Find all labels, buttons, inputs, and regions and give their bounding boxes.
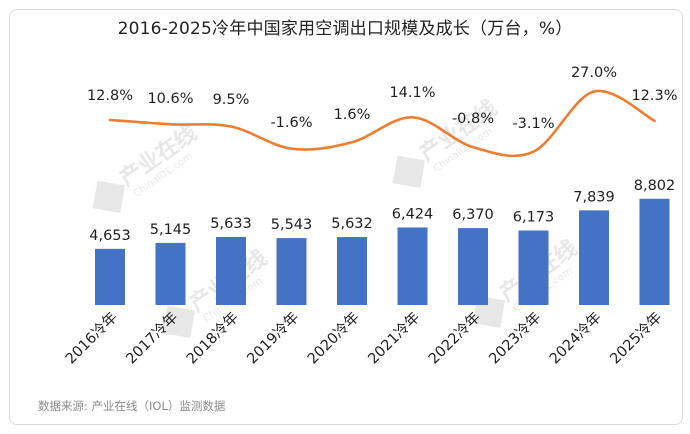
bar-value-label: 4,653 (89, 228, 131, 244)
growth-line (108, 89, 656, 158)
x-tick-label: 2021冷年 (365, 309, 424, 368)
bar-value-label: 5,633 (210, 216, 252, 232)
bar (95, 248, 125, 305)
growth-value-labels: 12.8% 10.6% 9.5% -1.6% 1.6% 14.1% -0.8% -3.1% 27… (87, 65, 678, 132)
data-source-note: 数据来源: 产业在线（IOL）监测数据 (38, 399, 226, 413)
bar-series (95, 198, 670, 305)
x-tick-label: 2019冷年 (244, 309, 303, 368)
bar (216, 237, 246, 305)
chart-card (9, 9, 683, 425)
x-tick-label: 2016冷年 (62, 309, 121, 368)
growth-value-label: 1.6% (334, 107, 371, 123)
growth-value-label: 12.8% (87, 88, 133, 104)
growth-value-label: -3.1% (512, 116, 554, 132)
bar (397, 227, 428, 305)
bar (518, 230, 549, 305)
bar (337, 237, 367, 305)
bar-value-label: 5,632 (331, 216, 373, 232)
growth-value-label: 12.3% (631, 88, 677, 104)
bar (276, 238, 307, 305)
growth-value-label: 27.0% (571, 65, 617, 81)
bar (579, 210, 609, 305)
growth-value-label: -0.8% (452, 111, 494, 127)
bar-value-label: 8,802 (634, 178, 676, 194)
x-tick-label: 2020冷年 (304, 309, 363, 368)
bar-value-labels: 4,653 5,145 5,633 5,543 5,632 6,424 6,370 6,173… (89, 178, 675, 244)
x-tick-label: 2022冷年 (425, 309, 484, 368)
x-tick-label: 2017冷年 (123, 309, 182, 368)
growth-value-label: 14.1% (389, 85, 435, 101)
bar (639, 198, 670, 305)
bar (458, 228, 488, 305)
x-tick-label: 2025冷年 (607, 309, 666, 368)
bar-value-label: 5,543 (271, 217, 313, 233)
bar-value-label: 6,173 (513, 209, 555, 225)
growth-value-label: 9.5% (213, 92, 250, 108)
chart-title: 2016-2025冷年中国家用空调出口规模及成长（万台，%） (117, 19, 573, 39)
bar-value-label: 5,145 (150, 222, 192, 238)
growth-value-label: 10.6% (147, 91, 193, 107)
bar-value-label: 6,424 (392, 206, 434, 222)
x-axis-tick-labels: 2016冷年 2017冷年 2018冷年 2019冷年 2020冷年 2021冷年 2022… (62, 309, 665, 368)
bar-value-label: 6,370 (452, 207, 494, 223)
bar-value-label: 7,839 (573, 189, 615, 205)
growth-value-label: -1.6% (270, 115, 312, 131)
x-tick-label: 2024冷年 (546, 309, 605, 368)
growth-line-series (108, 89, 656, 158)
bar (155, 242, 186, 305)
